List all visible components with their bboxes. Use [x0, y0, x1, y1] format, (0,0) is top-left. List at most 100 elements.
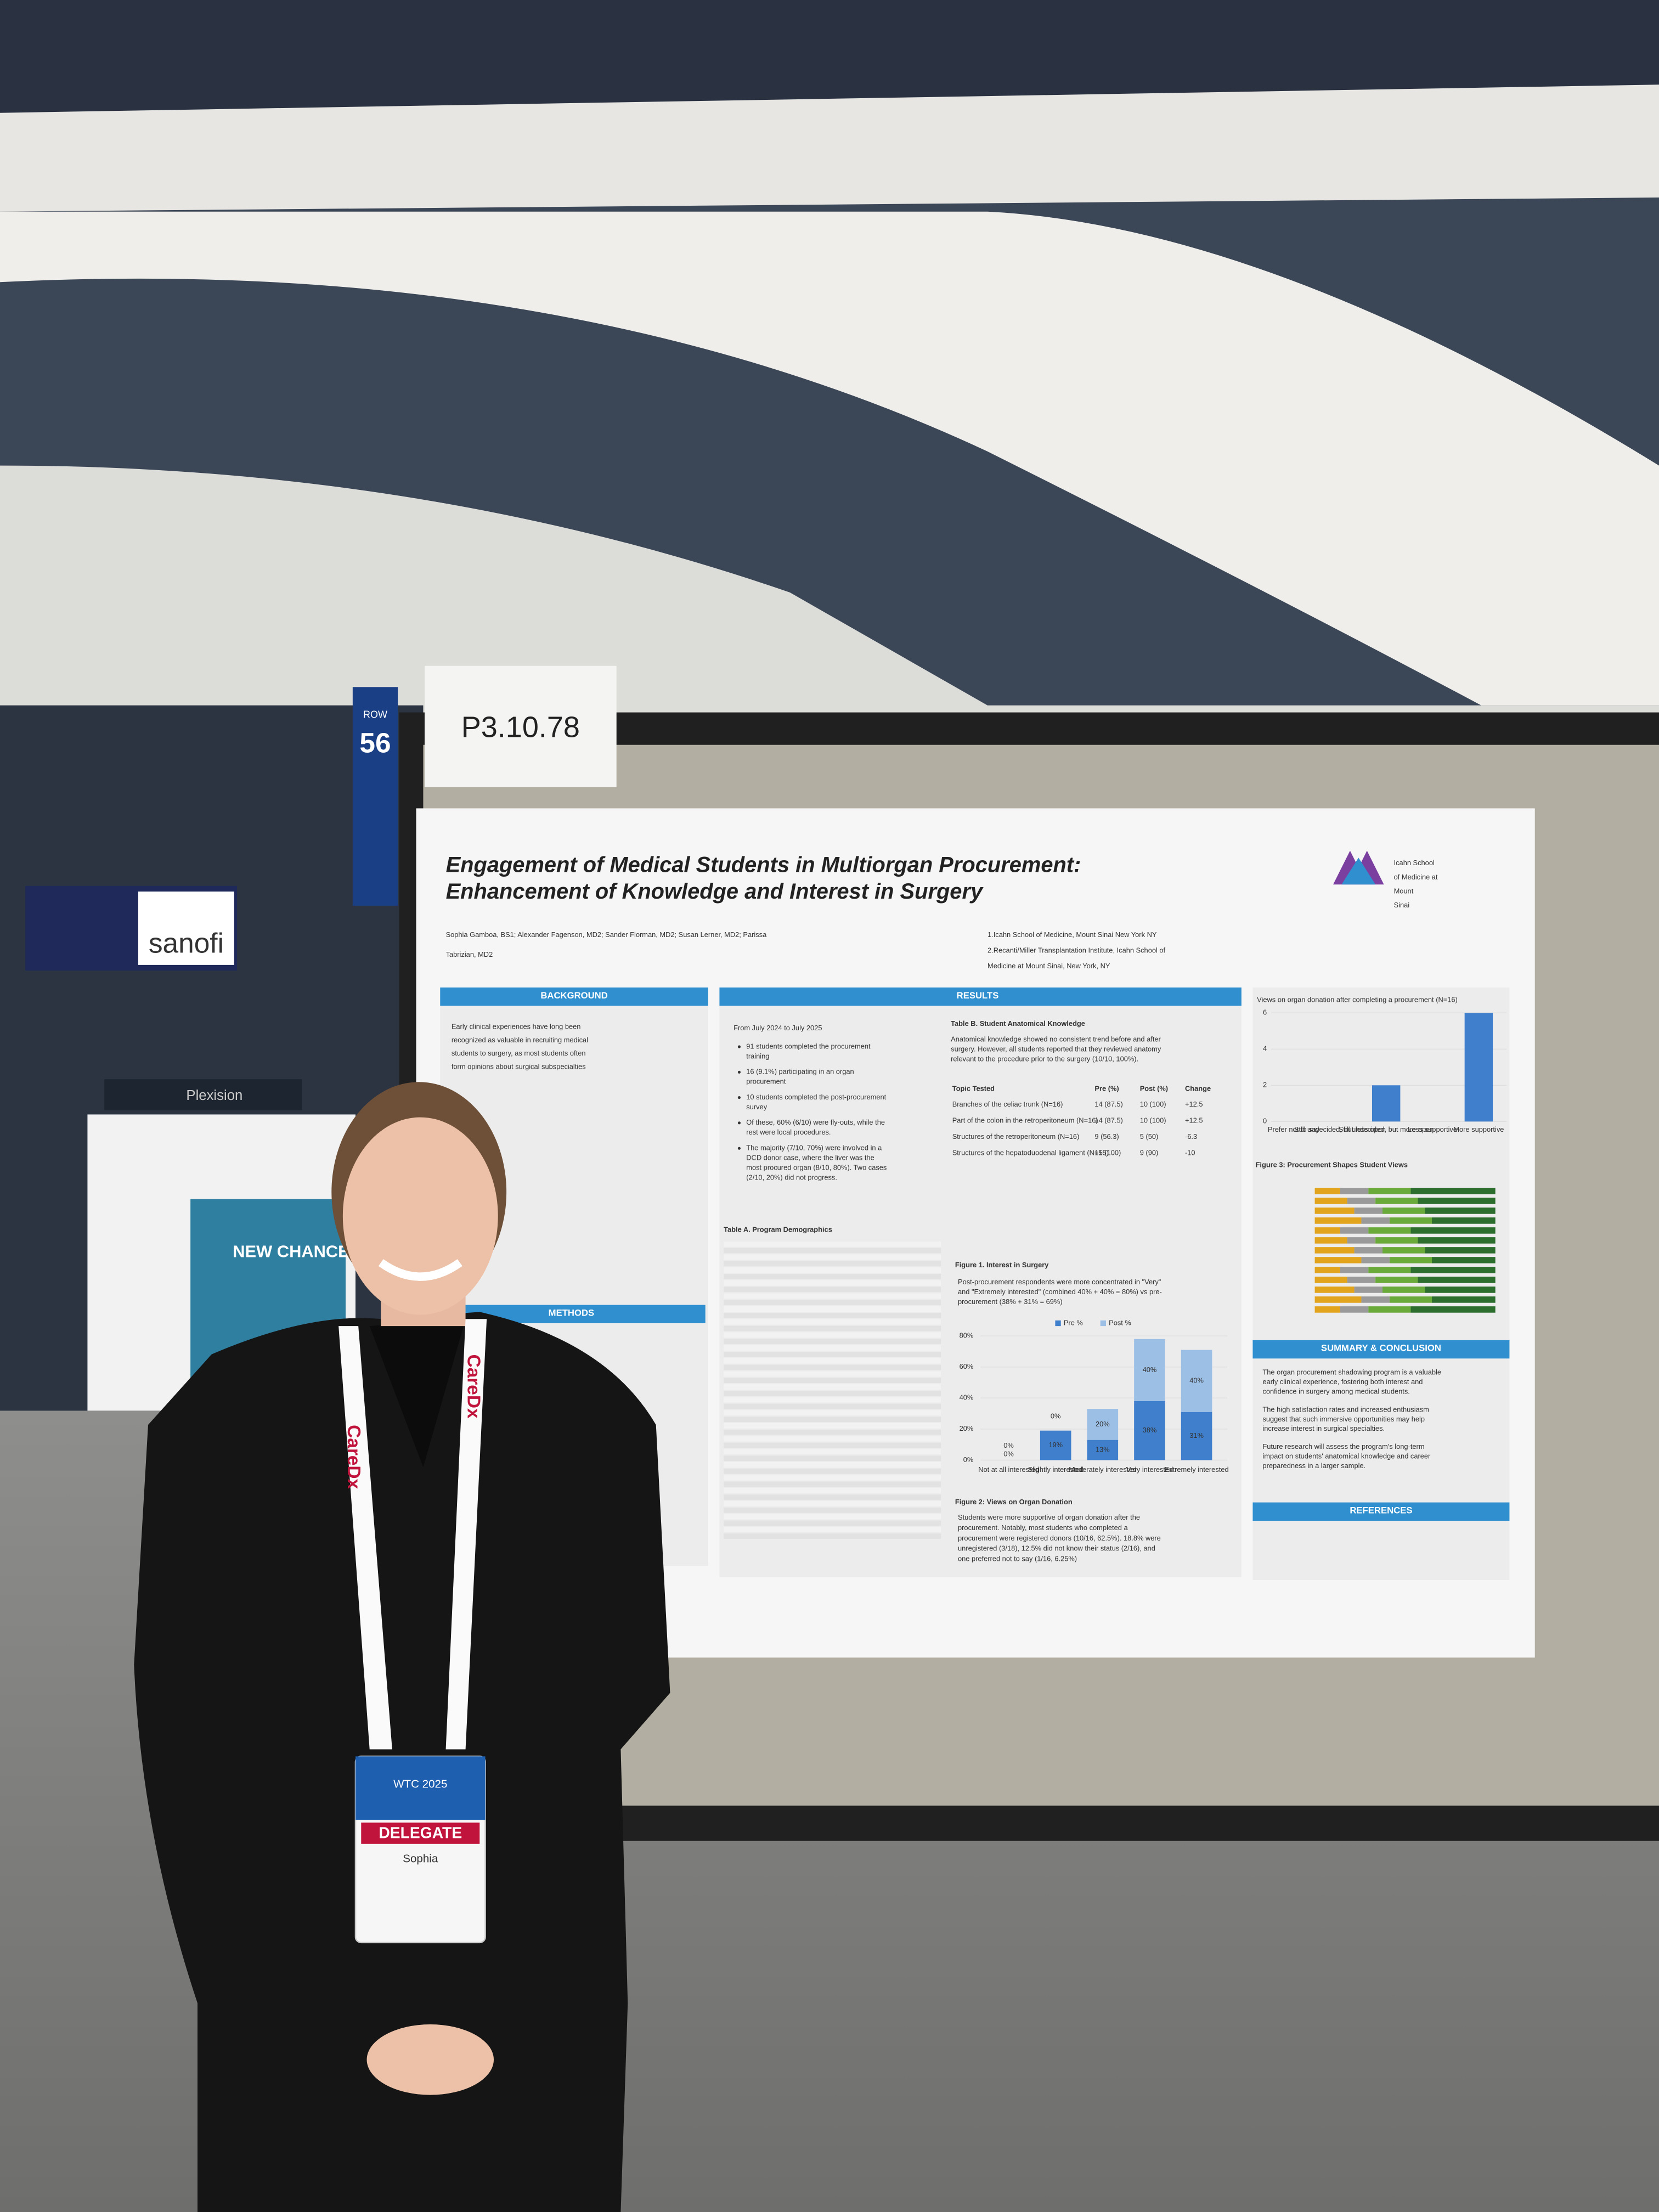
text: +12.5 — [1185, 1116, 1203, 1124]
text: SUMMARY & CONCLUSION — [1321, 1343, 1441, 1353]
text: unregistered (3/18), 12.5% did not know … — [958, 1544, 1155, 1553]
bar — [1181, 1412, 1212, 1460]
stripe — [1410, 1188, 1496, 1194]
table-row — [724, 1254, 941, 1260]
table-row — [724, 1397, 941, 1403]
lanyard-text: CareDx — [343, 1425, 364, 1489]
text: 16 (9.1%) participating in an organ — [746, 1068, 854, 1076]
table-row — [724, 1423, 941, 1429]
text: -6.3 — [1185, 1132, 1197, 1141]
text: Part of the colon in the retroperitoneum… — [952, 1116, 1098, 1124]
stripe — [1425, 1286, 1496, 1293]
bar — [1134, 1401, 1165, 1460]
table-row — [724, 1501, 941, 1506]
text: impact on students' anatomical knowledge… — [1262, 1452, 1431, 1460]
text: survey — [746, 1103, 767, 1111]
text: Still undecided, but more open — [1339, 1125, 1434, 1133]
bullet — [737, 1045, 741, 1048]
text: early clinical experience, fostering bot… — [1262, 1378, 1423, 1386]
person: CareDx CareDx WTC 2025 DELEGATE Sophia — [134, 1082, 670, 2212]
text: Tabrizian, MD2 — [446, 950, 493, 958]
text: procurement. Notably, most students who … — [958, 1523, 1128, 1532]
stripe — [1314, 1296, 1362, 1303]
text: 5 (50) — [1140, 1132, 1159, 1141]
text: Not at all interested — [978, 1465, 1039, 1474]
text: Pre (%) — [1094, 1085, 1119, 1093]
table-row — [724, 1312, 941, 1318]
stripe — [1314, 1257, 1362, 1263]
text: most procured organ (8/10, 80%). Two cas… — [746, 1164, 887, 1172]
stripe — [1418, 1277, 1496, 1283]
stripe — [1314, 1198, 1347, 1204]
stripe — [1354, 1286, 1383, 1293]
text: Less supportive — [1408, 1125, 1457, 1133]
stripe — [1368, 1188, 1411, 1194]
stripe — [1368, 1267, 1411, 1273]
text: Figure 3: Procurement Shapes Student Vie… — [1256, 1160, 1408, 1169]
text: Very interested — [1126, 1465, 1173, 1474]
stripe — [1314, 1207, 1355, 1214]
stripe — [1410, 1306, 1496, 1313]
stripe — [1425, 1247, 1496, 1254]
stripe — [1375, 1198, 1418, 1204]
text: From July 2024 to July 2025 — [733, 1024, 822, 1032]
text: Slightly interested — [1028, 1465, 1084, 1474]
stripe — [1389, 1257, 1432, 1263]
text: 14 (87.5) — [1094, 1100, 1122, 1108]
text: 10 (100) — [1140, 1116, 1166, 1124]
text: METHODS — [549, 1307, 595, 1318]
text: Early clinical experiences have long bee… — [452, 1022, 581, 1030]
text: 9 (90) — [1140, 1149, 1159, 1157]
bar — [1464, 1013, 1493, 1122]
text: 31% — [1189, 1431, 1204, 1440]
stripe — [1361, 1217, 1390, 1224]
text: 0 — [1263, 1117, 1267, 1125]
table-row — [724, 1488, 941, 1494]
bullet — [737, 1147, 741, 1150]
text: More supportive — [1453, 1125, 1504, 1133]
text: 19% — [1048, 1441, 1063, 1449]
table-row — [724, 1468, 941, 1474]
stripe — [1314, 1227, 1340, 1234]
text: rest were local procedures. — [746, 1128, 831, 1136]
row-sign — [352, 687, 398, 906]
stripe — [1347, 1198, 1376, 1204]
text: Still undecided, but less open — [1294, 1125, 1386, 1133]
stripe — [1375, 1237, 1418, 1244]
text: surgery. However, all students reported … — [951, 1045, 1161, 1053]
table-row — [724, 1364, 941, 1370]
badge-name: Sophia — [403, 1853, 438, 1865]
legend-swatch — [1100, 1320, 1106, 1327]
bullet — [737, 1096, 741, 1099]
table-row — [724, 1300, 941, 1306]
text: Prefer not to say — [1268, 1125, 1320, 1133]
stripe — [1314, 1286, 1355, 1293]
text: Mount — [1394, 887, 1414, 895]
text: Structures of the hepatoduodenal ligamen… — [952, 1149, 1109, 1157]
table-row — [724, 1280, 941, 1286]
table-row — [724, 1248, 941, 1254]
text: -10 — [1185, 1149, 1195, 1157]
table-row — [724, 1527, 941, 1533]
text: 1.Icahn School of Medicine, Mount Sinai … — [988, 930, 1157, 939]
text: relevant to the procedure prior to the s… — [951, 1055, 1138, 1063]
stripe — [1375, 1277, 1418, 1283]
badge-role-bar — [361, 1822, 480, 1844]
stripe — [1314, 1277, 1347, 1283]
text: students to surgery, as most students of… — [452, 1049, 586, 1057]
table-row — [724, 1384, 941, 1390]
text: (2/10, 20%) did not progress. — [746, 1173, 837, 1182]
smile — [378, 1259, 462, 1281]
figure-3-bars — [1314, 1188, 1496, 1313]
text: 40% — [1143, 1365, 1157, 1374]
stripe — [1383, 1286, 1425, 1293]
stripe — [1368, 1306, 1411, 1313]
text: 0% — [1051, 1412, 1061, 1420]
table-row — [724, 1371, 941, 1377]
text: Moderately interested — [1069, 1465, 1137, 1474]
table-row — [724, 1325, 941, 1331]
table-row — [724, 1533, 941, 1539]
stripe — [1340, 1267, 1369, 1273]
table-row — [724, 1358, 941, 1364]
